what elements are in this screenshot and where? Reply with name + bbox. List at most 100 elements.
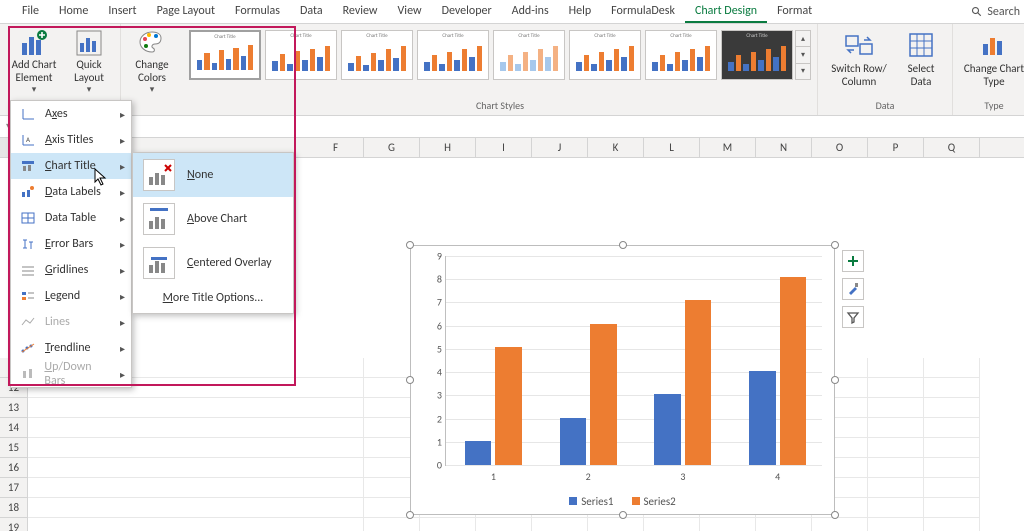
cell[interactable]	[308, 418, 364, 438]
change-colors-button[interactable]: Change Colors ▾	[127, 26, 177, 96]
row-header[interactable]: 16	[0, 458, 28, 478]
cell[interactable]	[308, 498, 364, 518]
column-header[interactable]: G	[364, 138, 420, 157]
cell[interactable]	[924, 478, 980, 498]
tab-help[interactable]: Help	[559, 0, 602, 23]
tab-review[interactable]: Review	[333, 0, 388, 23]
menu-item-trendline[interactable]: Trendline▸	[11, 335, 131, 361]
chart-style-thumb[interactable]: Chart Title	[721, 30, 793, 80]
submenu-item-above-chart[interactable]: Above Chart	[133, 197, 293, 241]
cell[interactable]	[868, 458, 924, 478]
menu-item-axes[interactable]: Axes▸	[11, 101, 131, 127]
cell[interactable]	[700, 518, 756, 531]
quick-layout-button[interactable]: Quick Layout ▾	[64, 26, 114, 96]
submenu-item-centered-overlay[interactable]: Centered Overlay	[133, 241, 293, 285]
cell[interactable]	[868, 358, 924, 378]
scroll-more-icon[interactable]: ▾	[796, 64, 810, 79]
scroll-down-icon[interactable]: ▾	[796, 47, 810, 63]
tab-formuladesk[interactable]: FormulaDesk	[601, 0, 685, 23]
tab-formulas[interactable]: Formulas	[225, 0, 290, 23]
cell[interactable]	[308, 358, 364, 378]
chart-bar[interactable]	[590, 324, 616, 465]
chart-style-thumb[interactable]: Chart Title	[645, 30, 717, 80]
tab-chart-design[interactable]: Chart Design	[685, 0, 767, 23]
cell[interactable]	[924, 418, 980, 438]
column-header[interactable]: K	[588, 138, 644, 157]
chart-style-thumb[interactable]: Chart Title	[265, 30, 337, 80]
legend-item[interactable]: Series2	[632, 495, 676, 508]
cell[interactable]	[924, 438, 980, 458]
cell[interactable]	[924, 358, 980, 378]
chart-style-thumb[interactable]: Chart Title	[341, 30, 413, 80]
row-header[interactable]: 15	[0, 438, 28, 458]
menu-item-chart-title[interactable]: Chart Title▸	[11, 153, 131, 179]
menu-item-data-labels[interactable]: Data Labels▸	[11, 179, 131, 205]
tab-data[interactable]: Data	[290, 0, 333, 23]
chart-plus-icon[interactable]	[842, 250, 864, 272]
cell[interactable]	[868, 378, 924, 398]
tab-view[interactable]: View	[388, 0, 432, 23]
menu-item-axis-titles[interactable]: AAxis Titles▸	[11, 127, 131, 153]
column-header[interactable]: N	[756, 138, 812, 157]
switch-row-column-button[interactable]: Switch Row/ Column	[824, 26, 894, 96]
tab-format[interactable]: Format	[767, 0, 822, 23]
chart-filter-icon[interactable]	[842, 306, 864, 328]
cell[interactable]	[308, 478, 364, 498]
style-gallery-scroll[interactable]: ▴ ▾ ▾	[795, 30, 811, 80]
tab-developer[interactable]: Developer	[432, 0, 502, 23]
chart-legend[interactable]: Series1 Series2	[411, 495, 834, 508]
chart-bar[interactable]	[780, 277, 806, 465]
cell[interactable]	[476, 518, 532, 531]
resize-handle[interactable]	[406, 241, 414, 249]
row-header[interactable]: 17	[0, 478, 28, 498]
menu-item-data-table[interactable]: Data Table▸	[11, 205, 131, 231]
cell[interactable]	[756, 518, 812, 531]
column-header[interactable]: P	[868, 138, 924, 157]
cell[interactable]	[308, 378, 364, 398]
tab-home[interactable]: Home	[49, 0, 98, 23]
column-header[interactable]: L	[644, 138, 700, 157]
submenu-item-none[interactable]: None	[133, 153, 293, 197]
cell[interactable]	[812, 518, 868, 531]
cell[interactable]	[308, 518, 364, 531]
cell[interactable]	[924, 498, 980, 518]
cell[interactable]	[868, 398, 924, 418]
cell[interactable]	[364, 518, 420, 531]
row-header[interactable]: 18	[0, 498, 28, 518]
resize-handle[interactable]	[406, 376, 414, 384]
chart-bar[interactable]	[465, 441, 491, 465]
cell[interactable]	[868, 418, 924, 438]
cell[interactable]	[868, 478, 924, 498]
tab-add-ins[interactable]: Add-ins	[502, 0, 559, 23]
cell[interactable]	[868, 498, 924, 518]
formula-input[interactable]	[141, 120, 1024, 134]
cell[interactable]	[924, 518, 980, 531]
column-header[interactable]: I	[476, 138, 532, 157]
column-header[interactable]: M	[700, 138, 756, 157]
resize-handle[interactable]	[619, 511, 627, 519]
row-header[interactable]: 19	[0, 518, 28, 531]
resize-handle[interactable]	[619, 241, 627, 249]
more-title-options[interactable]: More Title Options...	[133, 285, 293, 313]
legend-item[interactable]: Series1	[569, 495, 613, 508]
menu-item-error-bars[interactable]: Error Bars▸	[11, 231, 131, 257]
chart-style-gallery[interactable]: Chart TitleChart TitleChart TitleChart T…	[189, 26, 793, 80]
search-box[interactable]: Search	[971, 0, 1024, 23]
cell[interactable]	[924, 378, 980, 398]
scroll-up-icon[interactable]: ▴	[796, 31, 810, 47]
column-header[interactable]: Q	[924, 138, 980, 157]
chart-bar[interactable]	[685, 300, 711, 465]
column-header[interactable]: J	[532, 138, 588, 157]
resize-handle[interactable]	[831, 241, 839, 249]
column-header[interactable]: O	[812, 138, 868, 157]
chart-bar[interactable]	[749, 371, 775, 465]
cell[interactable]	[308, 398, 364, 418]
cell[interactable]	[644, 518, 700, 531]
chart-plot-area[interactable]: 01234567891234	[445, 256, 822, 466]
column-header[interactable]: H	[420, 138, 476, 157]
chart-style-thumb[interactable]: Chart Title	[493, 30, 565, 80]
menu-item-legend[interactable]: Legend▸	[11, 283, 131, 309]
cell[interactable]	[868, 438, 924, 458]
cell[interactable]	[924, 458, 980, 478]
change-chart-type-button[interactable]: Change Chart Type	[959, 26, 1024, 96]
